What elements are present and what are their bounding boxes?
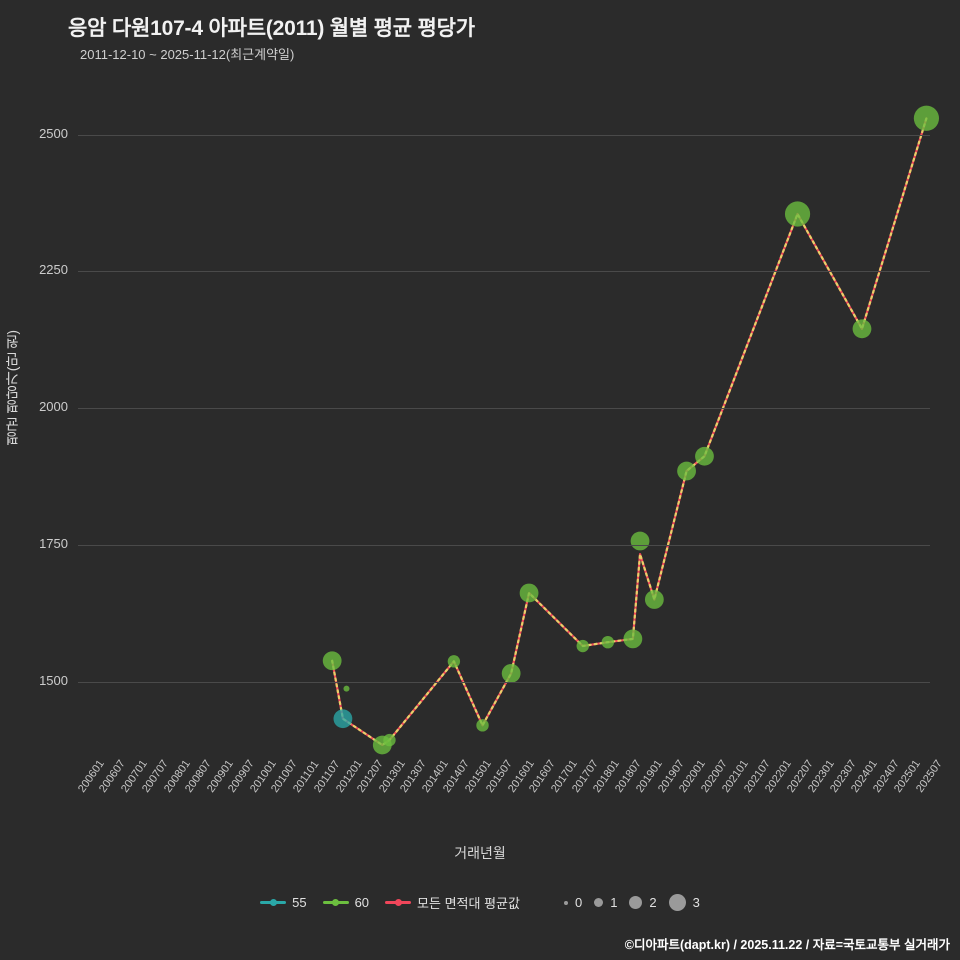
- y-axis-tick-label: 2500: [39, 125, 68, 141]
- y-axis-tick-label: 1750: [39, 535, 68, 551]
- legend-dot-icon: [332, 899, 340, 906]
- legend-size-dot-icon: [629, 896, 643, 909]
- data-point: [677, 461, 696, 481]
- legend-size-dot-icon: [594, 898, 604, 907]
- chart-title: 응암 다원107-4 아파트(2011) 월별 평균 평당가: [68, 17, 475, 40]
- grid-line: [78, 134, 930, 136]
- legend-size-group: 0 1 2 3: [563, 894, 700, 911]
- data-point: [383, 733, 396, 747]
- legend-label: 모든 면적대 평균값: [417, 896, 520, 911]
- data-point: [601, 635, 615, 649]
- legend-item[interactable]: 60: [322, 895, 370, 910]
- chart-subtitle: 2011-12-10 ~ 2025-11-12(최근계약일): [80, 47, 295, 62]
- y-axis-tick-label: 2250: [39, 262, 68, 278]
- legend-size-label: 0: [574, 895, 583, 910]
- y-axis-label: 평균 평당가(만 원): [4, 330, 20, 446]
- data-point: [644, 590, 664, 609]
- legend-dot-icon: [394, 899, 402, 906]
- data-point: [623, 629, 643, 649]
- legend-label: 55: [292, 895, 307, 910]
- legend-size-dot-icon: [563, 900, 568, 905]
- legend-series-group: 55 60 모든 면적대 평균값: [260, 893, 520, 912]
- legend-swatch-icon: [322, 899, 349, 906]
- data-point: [852, 319, 872, 339]
- legend-size-label: 3: [692, 895, 700, 910]
- grid-line: [78, 271, 930, 273]
- grid-line: [78, 681, 930, 683]
- y-axis-tick-label: 1500: [39, 672, 68, 688]
- legend-size-item: 3: [668, 894, 700, 911]
- legend-size-dot-icon: [668, 894, 686, 911]
- x-axis-label: 거래년월: [454, 845, 506, 861]
- data-point: [333, 709, 353, 729]
- legend-swatch-icon: [385, 899, 412, 906]
- data-point: [784, 201, 811, 227]
- legend-item[interactable]: 모든 면적대 평균값: [385, 893, 520, 912]
- series-line-average-dash: [331, 117, 928, 747]
- legend-size-item: 0: [563, 895, 583, 910]
- data-point: [343, 685, 350, 692]
- data-point: [913, 105, 940, 131]
- data-point: [519, 583, 539, 603]
- plot-area: [78, 80, 940, 780]
- data-point: [501, 663, 521, 683]
- legend-dot-icon: [269, 899, 277, 906]
- legend-size-item: 2: [629, 895, 657, 910]
- data-point: [695, 446, 714, 466]
- data-point: [576, 639, 589, 653]
- footer-credit: ©디아파트(dapt.kr) / 2025.11.22 / 자료=국토교통부 실…: [624, 938, 950, 952]
- series-line-average: [331, 117, 928, 747]
- legend-size-item: 1: [594, 895, 617, 910]
- grid-line: [78, 408, 930, 410]
- legend-size-label: 2: [649, 895, 657, 910]
- legend-swatch-icon: [260, 899, 287, 906]
- grid-line: [78, 544, 930, 546]
- chart-legend: 55 60 모든 면적대 평균값 0 1 2 3: [0, 893, 960, 912]
- data-point: [476, 719, 489, 732]
- legend-size-label: 1: [610, 895, 618, 910]
- y-axis-tick-label: 2000: [39, 399, 68, 415]
- legend-label: 60: [354, 895, 370, 910]
- legend-item[interactable]: 55: [260, 895, 307, 910]
- data-point: [322, 651, 342, 671]
- data-point: [447, 655, 461, 668]
- data-point: [630, 531, 650, 551]
- series-layer: [322, 105, 940, 755]
